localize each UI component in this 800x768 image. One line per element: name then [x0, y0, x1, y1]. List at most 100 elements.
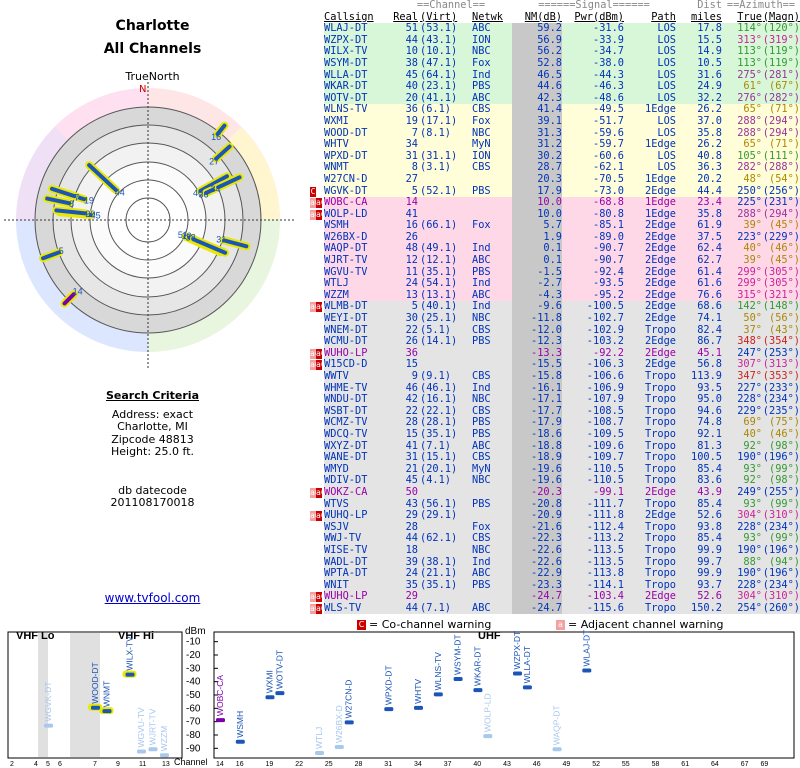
- cell-di: 99.9: [676, 567, 722, 580]
- cell-nm: -18.8: [512, 440, 562, 453]
- table-row[interactable]: WGVU-TV 11 (35.1) PBS -1.5 -92.4 2Edge 61.4 299°…: [310, 266, 800, 279]
- table-row[interactable]: WLNS-TV 36 (6.1) CBS 41.4 -49.5 1Edge 26.2 65° (7…: [310, 104, 800, 116]
- cell-pw: -115.6: [562, 602, 624, 615]
- table-row[interactable]: WNEM-DT 22 (5.1) CBS -12.0 -102.9 Tropo 82.4 37°…: [310, 324, 800, 337]
- vhf-hi-label: VHF Hi: [118, 630, 154, 642]
- cell-nw: NBC: [466, 127, 512, 140]
- table-row[interactable]: WSMH 16 (66.1) Fox 5.7 -85.1 2Edge 61.9 39° (45°): [310, 220, 800, 232]
- cell-nw: NBC: [466, 312, 512, 325]
- table-row[interactable]: aCaC WUHQ-LP 29 -24.7 -103.4 2Edge 52.6 304° (31…: [310, 591, 800, 603]
- station-ray[interactable]: [41, 250, 61, 261]
- cell-pa: 1Edge: [624, 208, 676, 221]
- cell-pw: -110.5: [562, 463, 624, 476]
- cell-mg: (94°): [762, 556, 800, 569]
- table-row[interactable]: WWJ-TV 44 (62.1) CBS -22.3 -113.2 Tropo 85.4 93°…: [310, 533, 800, 545]
- table-row[interactable]: WSYM-DT 38 (47.1) Fox 52.8 -38.0 LOS 10.5 113° (1…: [310, 57, 800, 70]
- table-row[interactable]: WADL-DT 39 (38.1) Ind -22.6 -113.5 Tropo 99.7 88…: [310, 556, 800, 569]
- table-row[interactable]: aCaC WLS-TV 44 (7.1) ABC -24.7 -115.6 Tropo 150.…: [310, 602, 800, 615]
- table-row[interactable]: WOTV-DT 20 (41.1) ABC 42.3 -48.6 LOS 32.2 276° (2…: [310, 92, 800, 105]
- table-row[interactable]: WLLA-DT 45 (64.1) Ind 46.5 -44.3 LOS 31.6 275° (2…: [310, 68, 800, 82]
- station-ray[interactable]: [214, 144, 232, 161]
- cell-di: 36.3: [676, 162, 722, 174]
- table-row[interactable]: WANE-DT 31 (15.1) CBS -18.9 -109.7 Tropo 100.5 1…: [310, 452, 800, 464]
- cell-pw: -103.4: [562, 591, 624, 603]
- station-ray[interactable]: [191, 237, 228, 255]
- table-row[interactable]: W27CN-D 27 20.3 -70.5 1Edge 20.2 48° (54°): [310, 173, 800, 186]
- table-row[interactable]: WILX-TV 10 (10.1) NBC 56.2 -34.7 LOS 14.9 113° (1…: [310, 46, 800, 58]
- tvfool-link[interactable]: www.tvfool.com: [104, 591, 201, 605]
- table-row[interactable]: WTLJ 24 (54.1) Ind -2.7 -93.5 2Edge 61.6 299° (30…: [310, 278, 800, 290]
- cell-pw: -106.3: [562, 359, 624, 371]
- cell-pw: -46.3: [562, 81, 624, 93]
- table-row[interactable]: WTVS 43 (56.1) PBS -20.8 -111.7 Tropo 85.4 93° (9…: [310, 498, 800, 511]
- cell-nm: 56.9: [512, 34, 562, 47]
- table-row[interactable]: W26BX-D 26 1.9 -89.0 2Edge 37.5 223° (229°): [310, 231, 800, 244]
- table-row[interactable]: WSJV 28 Fox -21.6 -112.4 Tropo 93.8 228° (234°): [310, 521, 800, 534]
- cell-mg: (281°): [762, 68, 800, 82]
- table-row[interactable]: WLAJ-DT 51 (53.1) ABC 59.2 -31.6 LOS 17.8 114° (1…: [310, 23, 800, 35]
- table-row[interactable]: C WGVK-DT 5 (52.1) PBS 17.9 -73.0 2Edge 44.4 250°…: [310, 185, 800, 198]
- x-tick-label: 4: [34, 761, 38, 768]
- table-row[interactable]: WNIT 35 (35.1) PBS -23.3 -114.1 Tropo 93.7 228°(…: [310, 579, 800, 592]
- table-row[interactable]: WJRT-TV 12 (12.1) ABC 0.1 -90.7 2Edge 62.7 39° (4…: [310, 254, 800, 267]
- station-ray[interactable]: [215, 123, 227, 137]
- table-row[interactable]: WISE-TV 18 NBC -22.6 -113.5 Tropo 99.9 190° (196…: [310, 544, 800, 557]
- y-tick-label: -50: [186, 690, 201, 701]
- x-tick-label: 6: [58, 761, 62, 768]
- table-row[interactable]: WPXD-DT 31 (31.1) ION 30.2 -60.6 LOS 40.8 105° (1…: [310, 150, 800, 163]
- station-ray[interactable]: [198, 174, 229, 193]
- table-row[interactable]: WEYI-DT 30 (25.1) NBC -11.8 -102.7 2Edge 74.1 50…: [310, 312, 800, 325]
- station-ray[interactable]: [49, 186, 77, 199]
- station-ray[interactable]: [222, 238, 249, 249]
- cell-rl: 27: [390, 173, 418, 186]
- station-ray[interactable]: [54, 208, 88, 216]
- table-row[interactable]: aCaC WOKZ-CA 50 -20.3 -99.1 2Edge 43.9 249° (255…: [310, 485, 800, 499]
- station-ray[interactable]: [45, 196, 72, 206]
- table-row[interactable]: WCMZ-TV 28 (28.1) PBS -17.9 -108.7 Tropo 74.8 69…: [310, 417, 800, 429]
- table-row[interactable]: aCaC WUHO-LP 36 -13.3 -92.2 2Edge 45.1 247° (253…: [310, 347, 800, 360]
- station-ray[interactable]: [87, 163, 118, 192]
- table-row[interactable]: aCaC WLMB-DT 5 (40.1) Ind -9.6 -100.5 2Edge 68.6…: [310, 301, 800, 314]
- cell-tr: 228°: [722, 521, 762, 534]
- cell-vt: (46.1): [418, 382, 466, 395]
- warning-icons: [310, 324, 324, 337]
- station-ray[interactable]: [62, 292, 76, 306]
- table-row[interactable]: WOOD-DT 7 (8.1) NBC 31.3 -59.6 LOS 35.8 288° (294…: [310, 127, 800, 140]
- cell-mg: (255°): [762, 485, 800, 499]
- x-tick-label: 14: [216, 761, 224, 768]
- table-row[interactable]: WZZM 13 (13.1) ABC -4.3 -95.2 2Edge 76.6 315° (32…: [310, 289, 800, 302]
- table-row[interactable]: WSBT-DT 22 (22.1) CBS -17.7 -108.5 Tropo 94.6 22…: [310, 405, 800, 418]
- cell-tr: 227°: [722, 382, 762, 395]
- table-row[interactable]: WDCQ-TV 15 (35.1) PBS -18.6 -109.5 Tropo 92.1 40…: [310, 428, 800, 441]
- table-row[interactable]: WNDU-DT 42 (16.1) NBC -17.1 -107.9 Tropo 95.0 22…: [310, 394, 800, 406]
- cell-nw: [466, 510, 512, 522]
- table-row[interactable]: WWTV 9 (9.1) CBS -15.8 -106.6 Tropo 113.9 347° (3…: [310, 370, 800, 383]
- table-row[interactable]: aCaC WOLP-LD 41 10.0 -80.8 1Edge 35.8 288° (294°…: [310, 208, 800, 221]
- table-row[interactable]: WPTA-DT 24 (21.1) ABC -22.9 -113.8 Tropo 99.9 19…: [310, 567, 800, 580]
- table-row[interactable]: WXYZ-DT 41 (7.1) ABC -18.8 -109.6 Tropo 81.3 92°…: [310, 440, 800, 453]
- cell-vt: (14.1): [418, 336, 466, 348]
- station-mark: [552, 747, 562, 752]
- table-row[interactable]: WKAR-DT 40 (23.1) PBS 44.6 -46.3 LOS 24.9 61° (67…: [310, 81, 800, 93]
- table-row[interactable]: aCaC WUHQ-LP 29 (29.1) -20.9 -111.8 2Edge 52.6 3…: [310, 510, 800, 522]
- cell-nw: [466, 197, 512, 209]
- table-row[interactable]: aCaC W15CD-D 15 -15.5 -106.3 2Edge 56.8 307° (31…: [310, 359, 800, 371]
- table-row[interactable]: WCMU-DT 26 (14.1) PBS -12.3 -103.2 2Edge 86.7 34…: [310, 336, 800, 348]
- cell-nw: PBS: [466, 428, 512, 441]
- cell-pw: -44.3: [562, 69, 624, 82]
- cell-nw: Fox: [466, 115, 512, 128]
- table-row[interactable]: WNMT 8 (3.1) CBS 28.7 -62.1 LOS 36.3 282° (288°): [310, 162, 800, 174]
- table-row[interactable]: WAQP-DT 48 (49.1) Ind 0.1 -90.7 2Edge 62.4 40° (4…: [310, 243, 800, 256]
- table-row[interactable]: WMYD 21 (20.1) MyN -19.6 -110.5 Tropo 85.4 93° (9…: [310, 463, 800, 476]
- table-row[interactable]: aCaC WOBC-CA 14 10.0 -68.8 1Edge 23.4 225° (231°…: [310, 196, 800, 209]
- cell-pw: -113.5: [562, 556, 624, 569]
- table-row[interactable]: WDIV-DT 45 (4.1) NBC -19.6 -110.5 Tropo 83.6 92°…: [310, 475, 800, 487]
- co-channel-icon: C: [357, 620, 366, 630]
- station-ray[interactable]: [216, 175, 242, 190]
- table-row[interactable]: WHTV 34 MyN 31.2 -59.7 1Edge 26.2 65° (71°): [310, 139, 800, 151]
- table-row[interactable]: WXMI 19 (17.1) Fox 39.1 -51.7 LOS 37.0 288° (294°…: [310, 115, 800, 128]
- table-row[interactable]: WHME-TV 46 (46.1) Ind -16.1 -106.9 Tropo 93.5 22…: [310, 382, 800, 395]
- table-row[interactable]: WZPX-DT 44 (43.1) ION 56.9 -33.9 LOS 15.5 313° (3…: [310, 34, 800, 47]
- station-mark: [433, 692, 443, 697]
